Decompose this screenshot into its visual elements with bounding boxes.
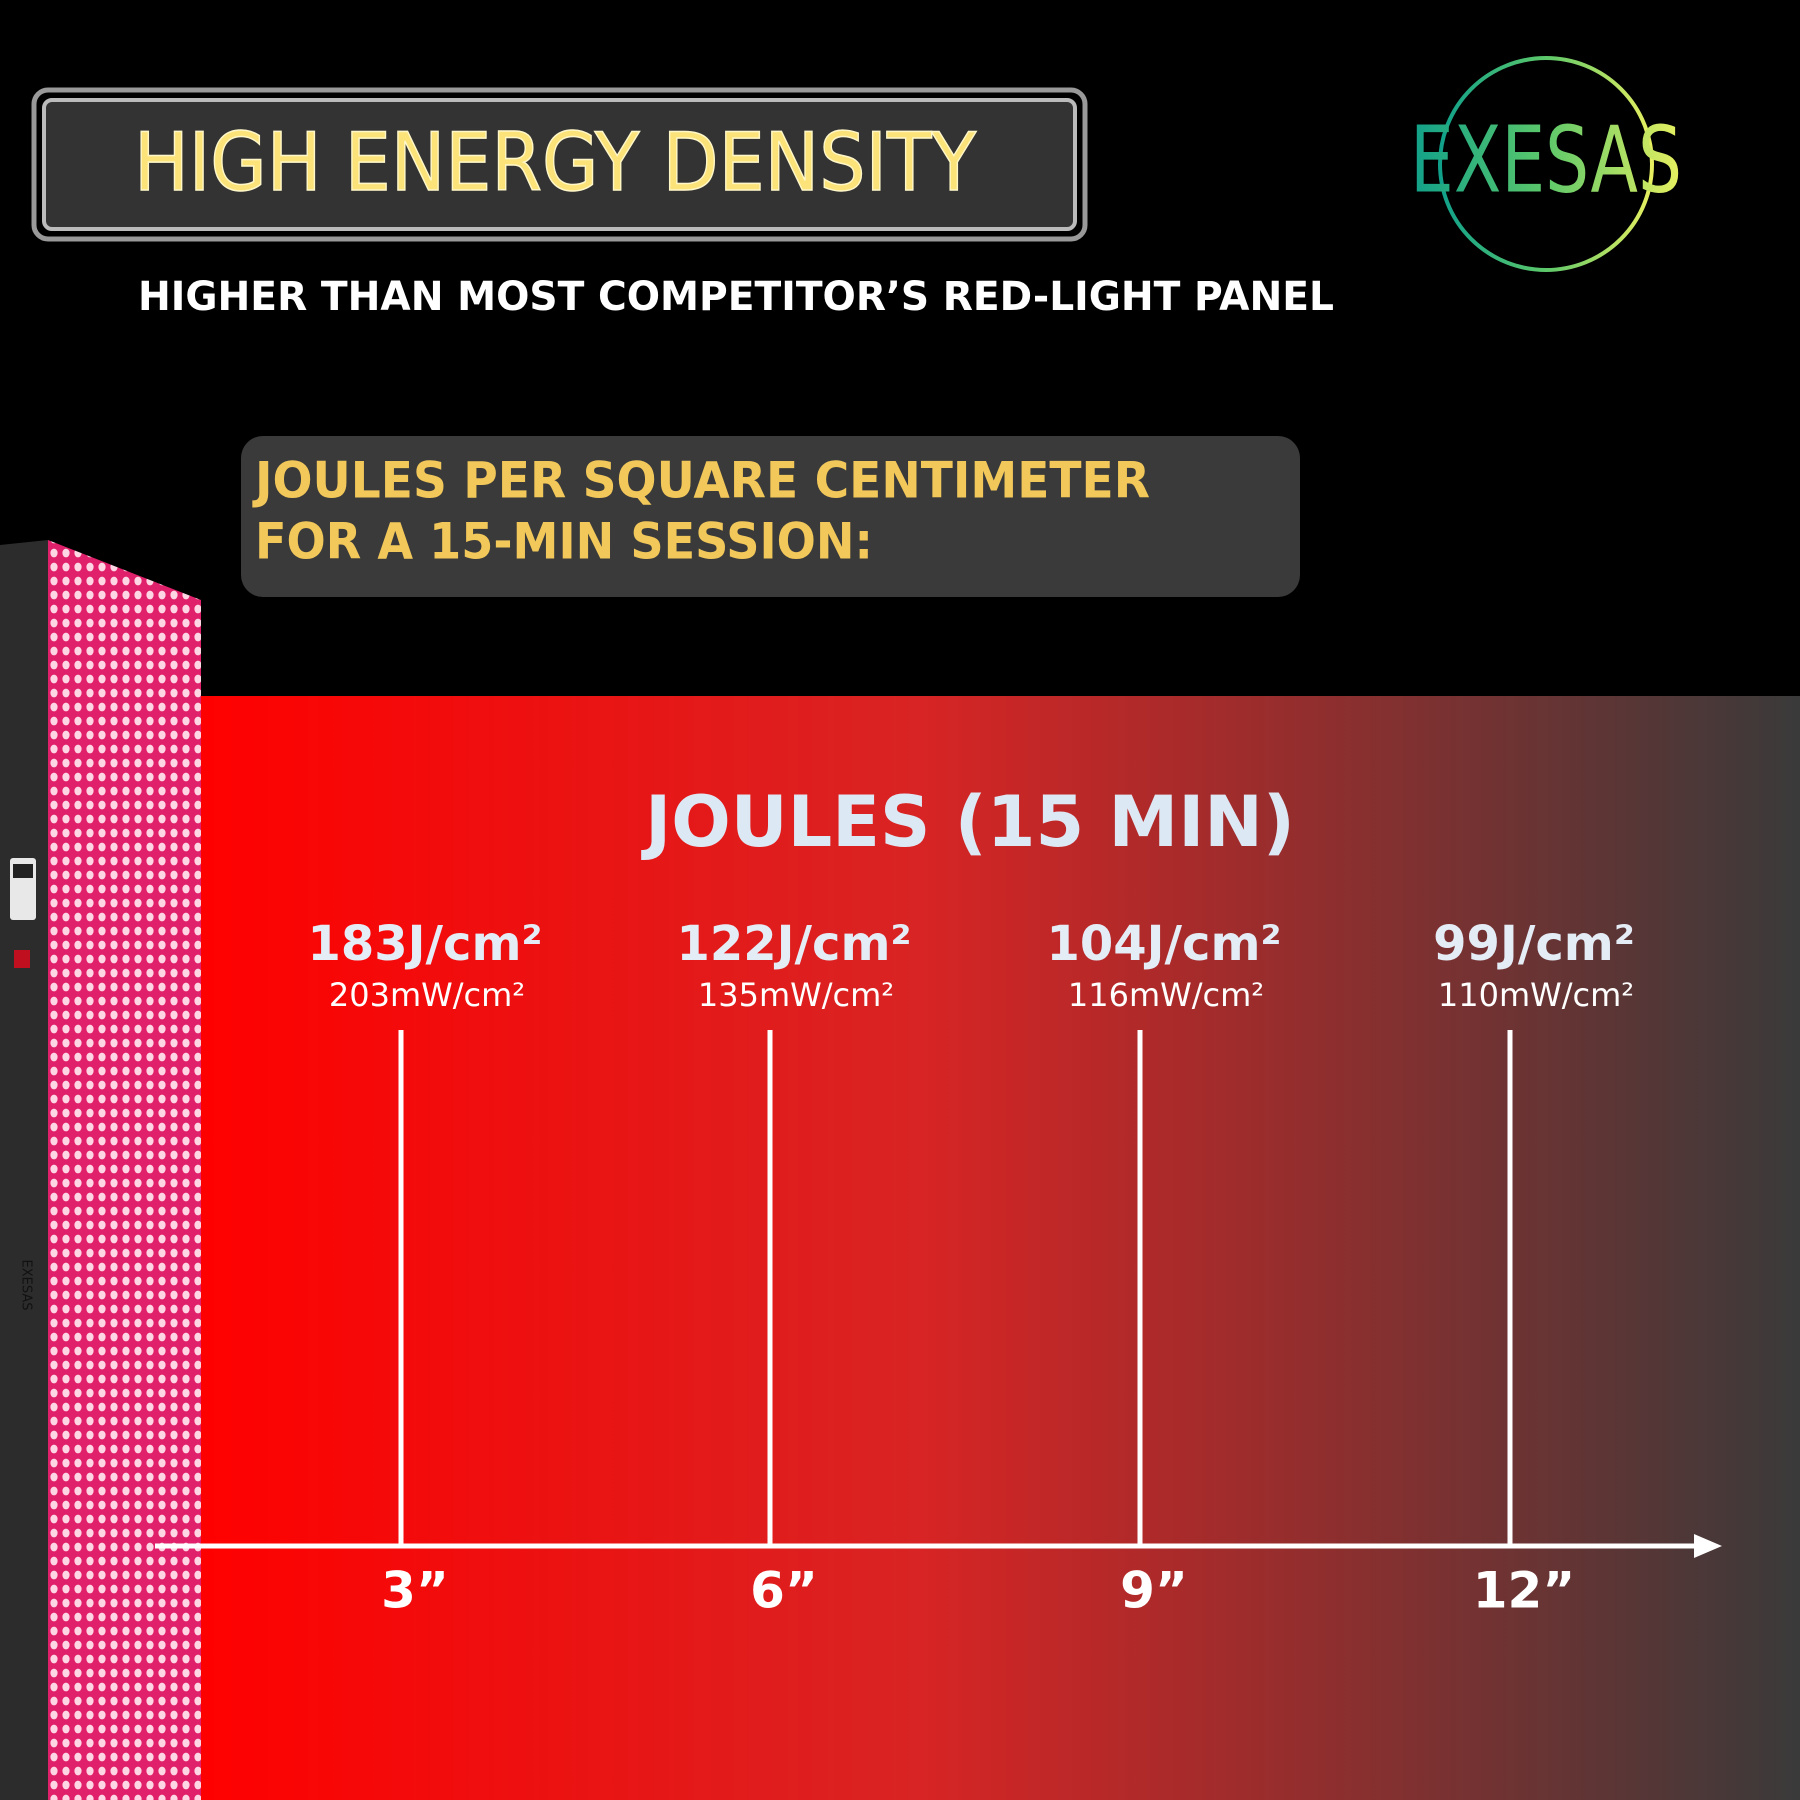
callout-line: FOR A 15-MIN SESSION: [255,513,873,571]
light-panel: EXESAS [0,540,201,1800]
joules-label: 99J/cm² [1433,916,1635,972]
title: HIGH ENERGY DENSITY [134,116,977,209]
title-frame [31,87,1088,242]
irradiance-label: 110mW/cm² [1438,976,1634,1014]
section-title: JOULES (15 MIN) [641,781,1295,863]
distance-label: 12” [1473,1562,1575,1620]
logo: EXESAS [1410,106,1682,213]
title-box [42,98,1077,231]
panel-label: EXESAS [19,1260,34,1311]
irradiance-label: 135mW/cm² [698,976,894,1014]
gradient-background [201,696,1800,1800]
callout-line: JOULES PER SQUARE CENTIMETER [252,452,1150,510]
logo-gap [1480,120,1630,210]
logo-ring [1438,56,1654,272]
subtitle: HIGHER THAN MOST COMPETITOR’S RED-LIGHT … [138,274,1334,320]
distance-label: 6” [750,1562,818,1620]
irradiance-label: 203mW/cm² [329,976,525,1014]
joules-label: 183J/cm² [307,916,542,972]
joules-label: 122J/cm² [676,916,911,972]
joules-label: 104J/cm² [1046,916,1281,972]
axis-arrow [1694,1534,1722,1558]
distance-label: 9” [1120,1562,1188,1620]
callout-box [241,436,1300,597]
distance-label: 3” [381,1562,449,1620]
irradiance-label: 116mW/cm² [1068,976,1264,1014]
